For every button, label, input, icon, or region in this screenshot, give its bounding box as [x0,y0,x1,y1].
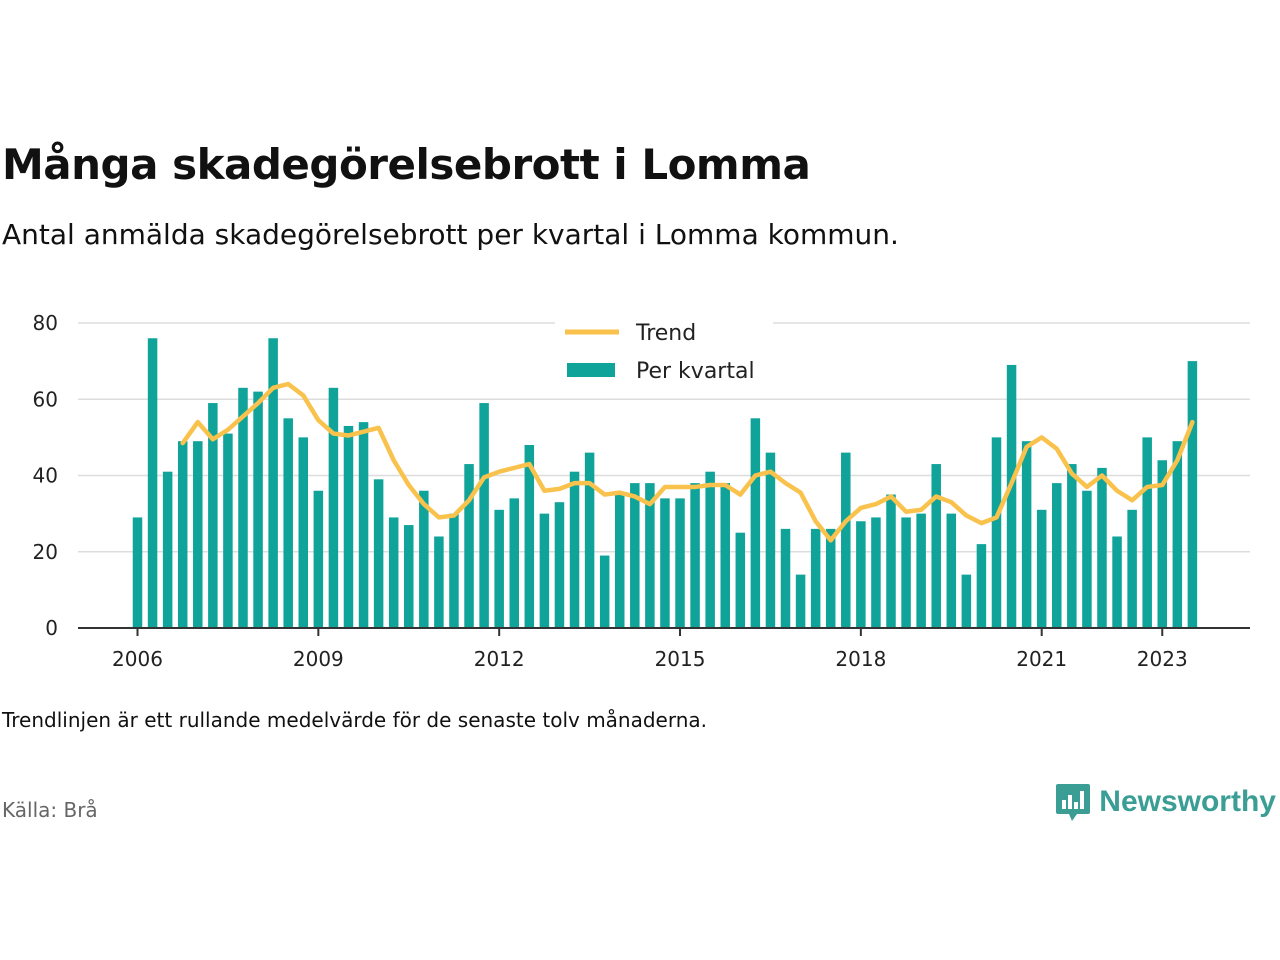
bar [1187,361,1198,628]
legend-bar-swatch [567,363,615,377]
bar [931,464,941,628]
bar [419,490,429,628]
bar [1082,490,1092,628]
chart-title: Många skadegörelsebrott i Lomma [2,140,811,189]
bar [177,441,188,628]
bar [1021,441,1032,628]
x-tick-label: 2006 [112,647,163,671]
bar [569,471,580,628]
bar [313,490,324,628]
x-tick-label: 2021 [1016,647,1067,671]
source-label: Källa: Brå [2,798,98,822]
bar [675,498,685,628]
bar [238,387,248,628]
bar [916,513,926,628]
bar [162,471,173,628]
bar [946,513,957,628]
bar [886,494,896,628]
bar [464,464,474,628]
newsworthy-logo: Newsworthy [1055,782,1276,822]
x-tick-label: 2009 [293,647,344,671]
bar [328,387,339,628]
bar [147,338,158,628]
y-tick-label: 80 [33,311,58,335]
bar [343,425,354,628]
bar [298,437,309,628]
bar [434,536,444,628]
bar [1157,460,1168,628]
bar [901,517,911,628]
newsworthy-icon [1056,784,1091,821]
bar [283,418,293,628]
bar [524,445,535,628]
bar [479,403,489,628]
bar [705,471,715,628]
x-tick-label: 2015 [655,647,706,671]
bar [373,479,384,628]
bar [780,528,791,628]
bar [810,528,821,628]
bar [208,403,218,628]
bar [1052,483,1062,628]
bar [1112,536,1122,628]
bar [735,532,746,628]
bar [750,418,761,628]
bar [1142,437,1152,628]
bar [494,509,504,628]
trend-line [180,381,1195,543]
chart-subtitle: Antal anmälda skadegörelsebrott per kvar… [2,218,899,251]
bar [645,483,655,628]
y-tick-label: 20 [33,540,58,564]
bar [825,528,836,628]
bar [614,494,625,628]
bar [871,517,881,628]
bar [630,483,640,628]
bar [765,452,776,628]
x-tick-label: 2023 [1137,647,1188,671]
bar [223,433,233,628]
y-tick-label: 60 [33,387,58,411]
bar [1172,441,1183,628]
bar [841,452,851,628]
x-tick-label: 2018 [835,647,886,671]
bar [404,525,414,628]
y-tick-label: 0 [45,616,58,640]
bar [660,498,670,628]
bar [1127,509,1137,628]
x-tick-label: 2012 [474,647,525,671]
bar [358,422,369,628]
bar [690,483,700,628]
bar [509,498,519,628]
legend-bar-label: Per kvartal [636,359,755,384]
brand-name: Newsworthy [1099,785,1276,818]
y-tick-label: 40 [33,464,58,488]
bar [856,521,866,628]
bar [991,437,1002,628]
bar [720,483,730,628]
bar [539,513,550,628]
bar [253,391,263,628]
bar [1036,509,1047,628]
bar [961,574,972,628]
bar [976,544,987,628]
bar [1097,467,1107,628]
bar [1006,364,1017,628]
bar [449,513,459,628]
bar [584,452,595,628]
bar [193,441,203,628]
bar [132,517,143,628]
bar [1067,464,1077,628]
bar [268,338,278,628]
bar [388,517,399,628]
bar-line-chart: 0 20 40 60 80 2006 2009 2012 2015 2018 2021 2023 Tre… [33,311,1250,671]
legend-trend-label: Trend [635,321,696,346]
bar [795,574,806,628]
bar [554,502,565,628]
trend-note: Trendlinjen är ett rullande medelvärde f… [2,708,708,732]
bar [599,555,610,628]
